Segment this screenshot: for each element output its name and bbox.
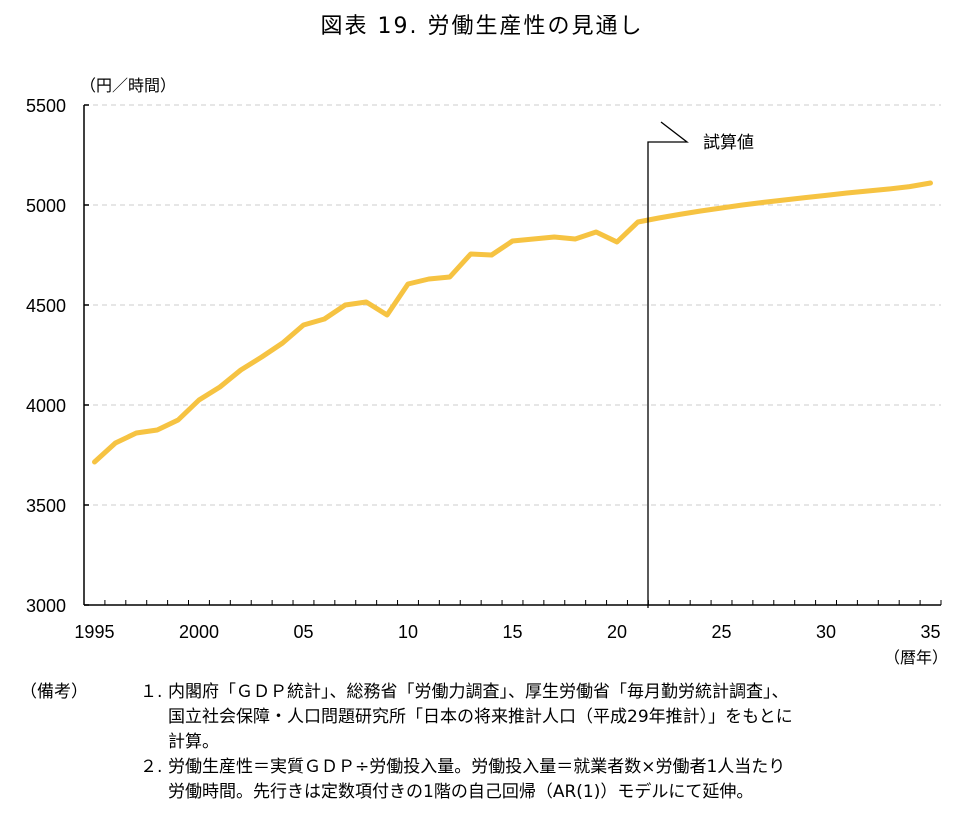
y-tick-label: 3000 bbox=[26, 596, 66, 616]
forecast-annotation-label: 試算値 bbox=[703, 133, 754, 153]
gridlines bbox=[84, 104, 941, 506]
note-text-line: 労働時間。先行きは定数項付きの1階の自己回帰（AR(1)）モデルにて延伸。 bbox=[168, 782, 754, 802]
note-text-line: 内閣府「ＧＤＰ統計」、総務省「労働力調査」、厚生労働省「毎月勤労統計調査」、 bbox=[168, 682, 789, 702]
y-tick-label: 4000 bbox=[26, 396, 66, 416]
productivity-line bbox=[92, 180, 933, 465]
forecast-marker bbox=[647, 121, 689, 608]
y-tick-label: 5500 bbox=[26, 96, 66, 116]
x-tick-label: 30 bbox=[816, 622, 836, 642]
note-text-line: 国立社会保障・人口問題研究所「日本の将来推計人口（平成29年推計）」をもとに bbox=[168, 707, 793, 727]
x-tick-label: 1995 bbox=[74, 622, 114, 642]
x-tick-label: 15 bbox=[502, 622, 522, 642]
x-tick-label: 35 bbox=[921, 622, 941, 642]
note-text-line: 計算。 bbox=[168, 732, 219, 752]
x-tick-label: 25 bbox=[712, 622, 732, 642]
notes-heading: （備考） bbox=[20, 682, 88, 702]
line-chart: 5500 5000 4500 4000 3500 3000 1995 2000 05 10 15 2… bbox=[26, 96, 942, 642]
chart-title: 図表 19. 労働生産性の見通し bbox=[320, 14, 644, 39]
note-1: （備考） １. 内閣府「ＧＤＰ統計」、総務省「労働力調査」、厚生労働省「毎月勤労… bbox=[20, 680, 964, 755]
y-axis-unit-label: （円／時間） bbox=[80, 76, 177, 95]
note-number: １. bbox=[140, 682, 163, 702]
x-tick-label: 05 bbox=[293, 622, 313, 642]
x-tick-label: 20 bbox=[607, 622, 627, 642]
y-tick-label: 5000 bbox=[26, 196, 66, 216]
x-axis-ticks: 1995 2000 05 10 15 20 25 30 35 bbox=[74, 600, 942, 642]
notes-section: （備考） １. 内閣府「ＧＤＰ統計」、総務省「労働力調査」、厚生労働省「毎月勤労… bbox=[20, 680, 964, 805]
note-text-line: 労働生産性＝実質ＧＤＰ÷労働投入量。労働投入量＝就業者数×労働者1人当たり bbox=[168, 757, 786, 777]
y-tick-label: 4500 bbox=[26, 296, 66, 316]
note-2: ２. 労働生産性＝実質ＧＤＰ÷労働投入量。労働投入量＝就業者数×労働者1人当たり… bbox=[20, 755, 964, 805]
x-tick-label: 2000 bbox=[179, 622, 219, 642]
x-tick-label: 10 bbox=[398, 622, 418, 642]
y-tick-label: 3500 bbox=[26, 496, 66, 516]
y-axis-ticks: 5500 5000 4500 4000 3500 3000 bbox=[26, 96, 89, 616]
note-number: ２. bbox=[140, 757, 163, 777]
x-axis-unit-label: （暦年） bbox=[884, 648, 949, 667]
